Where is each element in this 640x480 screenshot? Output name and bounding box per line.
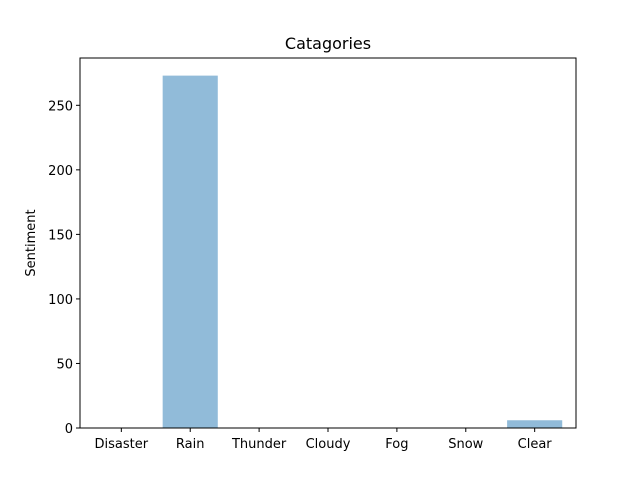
y-tick-label-50: 50 bbox=[56, 357, 73, 372]
x-tick-label-clear: Clear bbox=[518, 437, 553, 452]
y-tick-label-150: 150 bbox=[48, 228, 73, 243]
x-tick-label-thunder: Thunder bbox=[231, 437, 287, 452]
x-tick-label-fog: Fog bbox=[385, 437, 408, 452]
y-axis-ticks: 0 50 100 150 200 250 bbox=[48, 99, 80, 437]
y-tick-label-100: 100 bbox=[48, 293, 73, 308]
x-tick-label-disaster: Disaster bbox=[95, 437, 149, 452]
y-tick-label-0: 0 bbox=[65, 422, 73, 437]
bars-group bbox=[162, 75, 563, 428]
x-tick-label-snow: Snow bbox=[448, 437, 483, 452]
x-tick-label-rain: Rain bbox=[176, 437, 205, 452]
y-tick-label-200: 200 bbox=[48, 164, 73, 179]
x-tick-label-cloudy: Cloudy bbox=[306, 437, 351, 452]
x-axis-ticks: Disaster Rain Thunder Cloudy Fog Snow Clear bbox=[95, 428, 553, 452]
chart-title: Catagories bbox=[285, 34, 371, 53]
y-axis-label: Sentiment bbox=[24, 209, 39, 276]
y-tick-label-250: 250 bbox=[48, 99, 73, 114]
bar-rain bbox=[162, 75, 218, 428]
bar-clear bbox=[507, 420, 563, 428]
plot-frame bbox=[79, 57, 577, 429]
